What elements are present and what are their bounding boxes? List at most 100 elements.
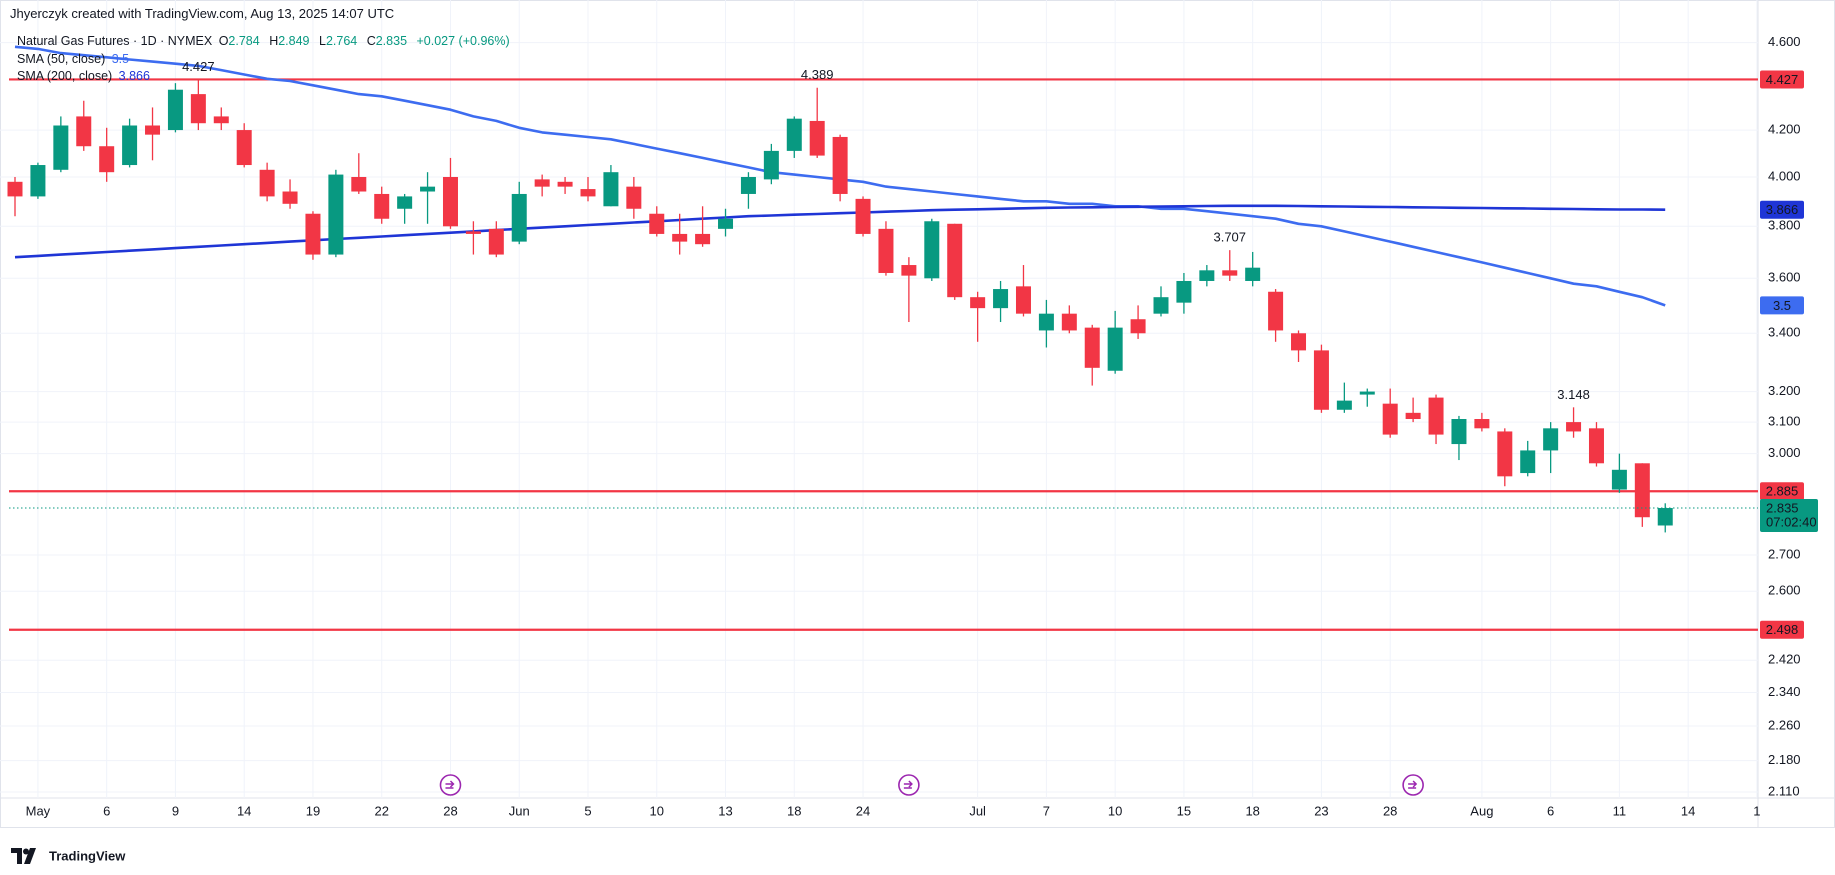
candle-body xyxy=(190,94,206,124)
ohlc: L2.764 xyxy=(319,34,360,48)
x-tick-label: 18 xyxy=(1245,803,1259,818)
x-tick-label: 7 xyxy=(1043,803,1050,818)
candle-body xyxy=(1428,397,1444,435)
candle-body xyxy=(1566,422,1582,432)
ohlc-value: 2.849 xyxy=(278,34,310,48)
candle-body xyxy=(1061,313,1077,331)
x-tick-label: 6 xyxy=(103,803,110,818)
x-tick-label: 15 xyxy=(1177,803,1191,818)
candle-body xyxy=(1199,270,1215,281)
candle-body xyxy=(259,169,275,197)
candle-body xyxy=(1038,313,1054,331)
peak-label: 4.427 xyxy=(182,59,215,74)
ohlc: H2.849 xyxy=(269,34,312,48)
last-price-tag xyxy=(1760,499,1818,533)
candle-body xyxy=(901,265,917,276)
candle-body xyxy=(1245,267,1261,281)
candle-body xyxy=(213,116,229,124)
candle-body xyxy=(1222,270,1238,276)
candle-body xyxy=(305,213,321,255)
event-icon xyxy=(1402,774,1424,796)
x-tick-label: 19 xyxy=(306,803,320,818)
x-tick-label: 13 xyxy=(718,803,732,818)
candle-body xyxy=(626,186,642,209)
last-price-label: 2.835 xyxy=(1766,500,1799,515)
candle-body xyxy=(1336,400,1352,410)
ohlc: C2.835 xyxy=(367,34,410,48)
y-tick-label: 3.600 xyxy=(1768,270,1801,285)
candle-body xyxy=(740,176,756,194)
candle-body xyxy=(695,233,711,245)
candle-body xyxy=(603,172,619,207)
level-tag-label: 2.885 xyxy=(1766,484,1799,499)
y-tick-label: 4.000 xyxy=(1768,168,1801,183)
y-tick-label: 2.340 xyxy=(1768,684,1801,699)
legend-name: SMA (200, close) xyxy=(17,69,113,83)
candle-body xyxy=(832,136,848,194)
y-tick-label: 3.200 xyxy=(1768,383,1801,398)
candle-body xyxy=(1520,450,1536,474)
logo: TradingView xyxy=(11,848,126,864)
candle-body xyxy=(145,125,161,135)
sma-tag-label: 3.5 xyxy=(1773,298,1791,313)
candle-body xyxy=(1543,428,1559,451)
peak-label: 4.389 xyxy=(801,67,834,82)
logo-text: TradingView xyxy=(49,848,126,863)
level-tag xyxy=(1760,482,1804,501)
candle-body xyxy=(99,146,115,173)
x-tick-label: Aug xyxy=(1470,803,1493,818)
x-tick-label: 28 xyxy=(1383,803,1397,818)
level-tag-label: 2.498 xyxy=(1766,622,1799,637)
candle-body xyxy=(511,193,527,242)
candle-body xyxy=(1130,319,1146,334)
legend-value: 3.5 xyxy=(111,51,130,66)
sma-tag-label: 3.866 xyxy=(1766,202,1799,217)
x-tick-label: 1 xyxy=(1753,803,1760,818)
candle-body xyxy=(809,120,825,156)
candle-body xyxy=(786,118,802,151)
legend: Natural Gas Futures · 1D · NYMEX O2.784 … xyxy=(17,33,513,86)
y-tick-label: 2.700 xyxy=(1768,546,1801,561)
candle-body xyxy=(580,189,596,197)
y-tick-label: 2.110 xyxy=(1768,783,1800,798)
candle-body xyxy=(397,196,413,209)
sma-tag xyxy=(1760,200,1804,219)
candle-body xyxy=(1015,286,1031,314)
peak-label: 3.148 xyxy=(1557,387,1590,402)
candle-body xyxy=(672,233,688,242)
event-circle xyxy=(898,774,920,796)
x-tick-label: 28 xyxy=(443,803,457,818)
candle-body xyxy=(855,198,871,234)
candle-body xyxy=(970,297,986,309)
candle-body xyxy=(1634,463,1650,518)
x-tick-label: 23 xyxy=(1314,803,1328,818)
x-tick-label: 14 xyxy=(237,803,251,818)
legend-row: SMA (200, close) 3.866 xyxy=(17,68,513,86)
countdown: 07:02:40 xyxy=(1766,514,1817,529)
candle-body xyxy=(1153,297,1169,314)
y-tick-label: 4.200 xyxy=(1768,122,1801,137)
candle-body xyxy=(351,176,367,192)
event-icon xyxy=(898,774,920,796)
event-arrow xyxy=(1408,780,1418,789)
legend-row: Natural Gas Futures · 1D · NYMEX O2.784 … xyxy=(17,33,513,51)
candle-body xyxy=(1451,419,1467,445)
x-tick-label: May xyxy=(26,803,51,818)
logo-dot xyxy=(23,848,29,855)
level-tag xyxy=(1760,620,1804,639)
header: Jhyerczyk created with TradingView.com, … xyxy=(10,6,395,21)
candle-body xyxy=(488,228,504,255)
candle-body xyxy=(1657,508,1673,526)
logo-mark xyxy=(11,848,36,864)
ohlc-key: H xyxy=(269,34,279,48)
candle-body xyxy=(7,181,23,197)
x-tick-label: Jul xyxy=(969,803,986,818)
candle-body xyxy=(167,89,183,131)
candle-body xyxy=(1359,391,1375,395)
legend-value: 3.866 xyxy=(118,69,150,83)
candle-body xyxy=(1474,419,1490,429)
ohlc-value: 2.764 xyxy=(325,34,358,48)
sma-tag xyxy=(1760,296,1804,315)
event-circle xyxy=(439,774,462,796)
